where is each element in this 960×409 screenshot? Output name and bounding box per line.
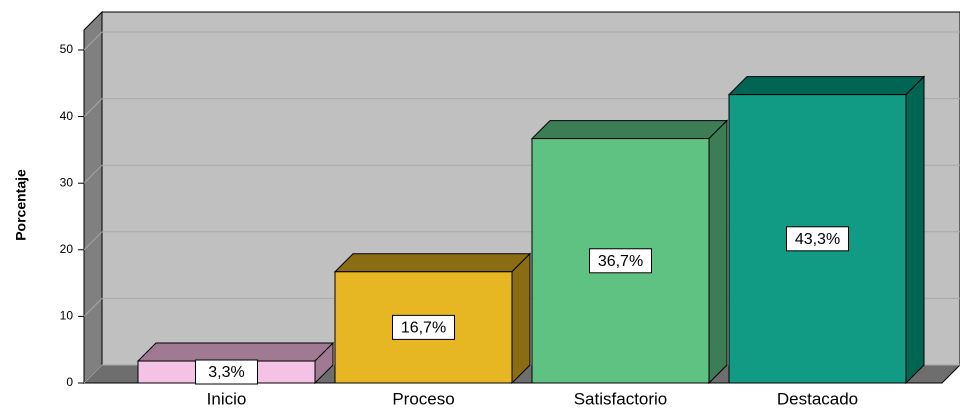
grid-line — [83, 298, 103, 317]
bar-top — [136, 342, 335, 362]
grid-line — [83, 364, 103, 384]
bar-top — [727, 76, 926, 96]
y-tick-label: 40 — [60, 109, 74, 123]
y-tick-label: 50 — [60, 42, 74, 56]
grid-line — [83, 231, 103, 251]
bar-side — [511, 252, 531, 385]
bar-side — [905, 75, 925, 385]
grid-line — [83, 164, 103, 184]
bar-top — [333, 253, 532, 273]
value-label-box — [195, 359, 258, 385]
value-label: 36,7% — [598, 253, 643, 270]
y-tick-label: 30 — [60, 175, 74, 189]
bar-top — [530, 120, 729, 140]
value-label: 16,7% — [401, 320, 446, 337]
y-tick-label: 20 — [60, 242, 74, 256]
y-tick-label: 10 — [60, 309, 74, 323]
y-axis-label: Porcentaje — [13, 169, 29, 241]
y-tick-label: 0 — [66, 375, 73, 389]
value-label-box — [589, 248, 652, 274]
x-tick-label: Inicio — [207, 389, 247, 408]
value-label: 3,3% — [208, 364, 244, 381]
value-label-box — [392, 314, 455, 340]
x-tick-label: Destacado — [777, 389, 858, 408]
x-tick-label: Satisfactorio — [574, 389, 668, 408]
value-label-box — [786, 226, 849, 252]
value-label: 43,3% — [795, 231, 840, 248]
x-tick-label: Proceso — [392, 389, 454, 408]
grid-line — [83, 31, 103, 51]
grid-line — [83, 98, 103, 117]
side-wall — [83, 10, 103, 385]
bar-side — [708, 119, 728, 385]
